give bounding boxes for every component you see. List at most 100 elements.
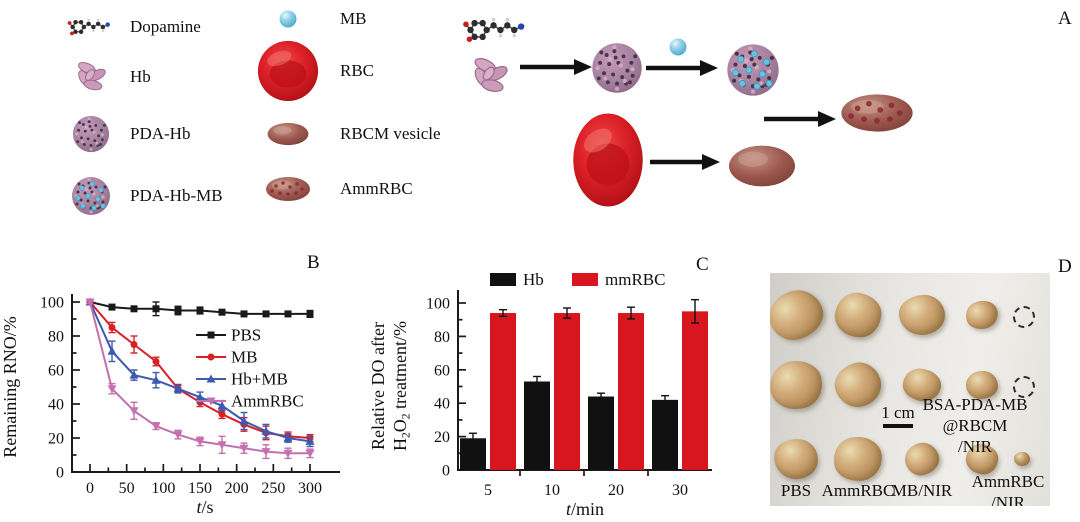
hb-protein-icon [62,59,120,95]
arrow-right-icon [650,154,720,170]
scale-bar-label: 1 cm [881,403,915,422]
panel-letter-b: B [307,252,320,273]
svg-text:0: 0 [56,465,64,482]
rbcm-vesicle-icon [729,145,795,187]
tumor-photo: PBS AmmRBC MB/NIR AmmRBC/NIR BSA-PDA-MB @RBCM… [770,273,1050,506]
svg-text:Hb+MB: Hb+MB [231,370,288,389]
legend-item: MB [246,2,441,36]
pda-hb-sphere-icon [62,114,120,154]
series-mmRBC [490,298,708,470]
legend-label: PDA-Hb [130,124,191,143]
group-label-ammrbc-nir: AmmRBC/NIR [971,472,1045,506]
svg-text:Hb: Hb [523,270,544,289]
dopamine-molecule-icon [62,14,120,40]
tumor-blob [772,436,820,482]
tumor-blob [770,358,825,412]
ammrbc-vesicle-icon [841,94,912,131]
hb-protein-icon [472,55,510,94]
group-label: PBS [780,481,812,500]
legend-label: PDA-Hb-MB [130,186,223,205]
ammrbc-vesicle-icon [246,175,330,203]
legend-column-right: MB RBC RBCM vesicle AmmRBC [246,2,441,216]
panel-letter-a: A [1058,8,1072,29]
tumor-absent-marker [1013,376,1035,398]
svg-text:300: 300 [298,480,322,497]
legend-item: Dopamine [62,4,223,50]
legend-item: RBC [246,36,441,106]
svg-text:mmRBC: mmRBC [605,270,665,289]
series-Hb [460,375,678,470]
pda-hb-mb-sphere-icon [62,175,120,217]
legend-label: RBC [340,61,375,80]
svg-text:60: 60 [48,363,64,380]
tumor-blob [963,297,1001,333]
x-axis-label: t/s [196,497,213,517]
mb-sphere-icon [246,9,330,29]
rno-line-chart: 0 20 40 60 80 100 0 50 100 150 200 250 300 PBS MB Hb+MB… [0,294,340,517]
legend-label: Hb [130,67,151,86]
svg-text:0: 0 [442,463,450,480]
group-label-bsa-pda-mb: BSA-PDA-MB @RBCM/NIR [922,395,1028,456]
legend-label: Dopamine [130,17,201,36]
y-axis-label-line1: Relative DO after [368,322,388,450]
svg-text:PBS: PBS [231,326,261,345]
rbc-cell-icon [246,38,330,104]
chart-legend: PBS MB Hb+MB AmmRBC [196,326,304,411]
legend-label: AmmRBC [340,179,413,198]
synthesis-scheme [462,17,1080,207]
tumor-blob [829,356,887,414]
tumor-absent-marker [1013,306,1035,328]
svg-text:20: 20 [608,482,624,499]
rbc-cell-icon [573,113,643,207]
legend-item: AmmRBC [246,162,441,216]
svg-text:150: 150 [188,480,212,497]
legend-item: PDA-Hb-MB [62,164,223,228]
svg-text:5: 5 [484,482,492,499]
svg-text:20: 20 [434,429,450,446]
tumor-blob [831,289,885,341]
svg-text:AmmRBC: AmmRBC [231,392,304,411]
svg-text:40: 40 [48,397,64,414]
panel-letter-c: C [696,254,709,275]
dopamine-molecule-icon [462,17,526,43]
pda-hb-mb-sphere-icon [727,44,778,95]
tumor-blob [966,371,998,399]
svg-text:100: 100 [40,295,64,312]
svg-text:100: 100 [151,480,175,497]
legend-column-left: Dopamine Hb PDA-Hb PDA-Hb-MB [62,4,223,228]
tumor-blob [898,294,946,336]
tumor-blob [832,434,884,484]
legend-label: RBCM vesicle [340,124,441,143]
svg-text:0: 0 [86,480,94,497]
y-axis-label: Remaining RNO/% [0,316,20,458]
arrow-right-icon [646,60,718,76]
scale-bar [883,424,913,428]
svg-text:80: 80 [434,329,450,346]
svg-text:30: 30 [672,482,688,499]
svg-text:80: 80 [48,329,64,346]
legend-item: RBCM vesicle [246,106,441,162]
svg-text:40: 40 [434,396,450,413]
chart-legend: Hb mmRBC [490,270,665,289]
svg-text:60: 60 [434,362,450,379]
y-axis-label-line2: H2O2 treatment/% [390,321,413,451]
legend-item: Hb [62,50,223,104]
group-label: MB/NIR [891,481,953,500]
series-PBS [86,298,314,319]
svg-text:20: 20 [48,431,64,448]
svg-text:MB: MB [231,348,257,367]
svg-text:200: 200 [225,480,249,497]
arrow-right-icon [764,111,836,127]
do-bar-chart: 0 20 40 60 80 100 5 10 20 30 Hb mmRBC t/min Relative … [368,270,712,519]
svg-text:100: 100 [426,296,450,313]
mb-sphere-icon [669,38,687,56]
group-label: AmmRBC [821,481,895,500]
series-AmmRBC [85,298,315,460]
legend-label: MB [340,9,367,28]
arrow-right-icon [520,59,592,75]
svg-text:250: 250 [261,480,285,497]
tumor-blob [770,283,830,347]
svg-text:50: 50 [119,480,135,497]
panel-letter-d: D [1058,256,1072,277]
